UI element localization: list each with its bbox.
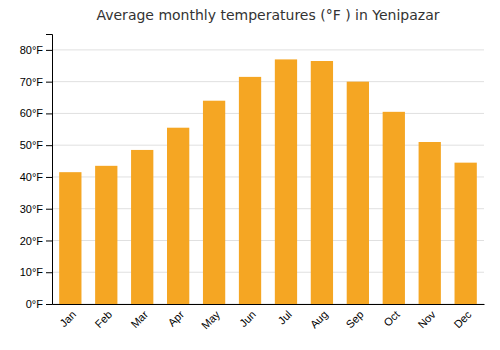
x-tick-label: Jul [276, 308, 294, 326]
x-tick-label: Dec [451, 308, 474, 331]
y-tick-mark [46, 272, 52, 273]
y-tick: 10°F [20, 266, 52, 278]
grid-line [52, 81, 484, 82]
x-tick: Apr [166, 304, 187, 329]
x-tick-label: Mar [128, 308, 150, 330]
bar [455, 163, 477, 304]
x-tick: Jun [237, 304, 258, 329]
y-tick: 30°F [20, 203, 52, 215]
x-tick-label: Oct [381, 308, 402, 329]
x-tick: Jul [276, 304, 294, 327]
bar [383, 112, 405, 304]
grid [52, 50, 484, 304]
x-tick: Feb [92, 304, 114, 330]
bar [131, 150, 153, 304]
y-tick-mark [46, 50, 52, 51]
y-tick-mark [46, 82, 52, 83]
plot: Jan Feb Mar Apr May Jun Jul Aug Sep Oct Nov Dec 0°F 1… [20, 35, 485, 332]
y-tick-mark [46, 240, 52, 241]
y-tick-mark [46, 209, 52, 210]
title: Average monthly temperatures (°F ) in Ye… [96, 7, 439, 23]
y-tick-mark [46, 177, 52, 178]
y-axis-line [46, 35, 53, 305]
x-tick-label: Aug [308, 308, 330, 330]
bar [311, 61, 333, 304]
x-tick: Oct [381, 304, 402, 329]
y-tick: 50°F [20, 139, 52, 151]
x-tick: Mar [128, 304, 150, 330]
y-tick-mark [46, 113, 52, 114]
y-tick: 20°F [20, 234, 52, 246]
bar [95, 166, 117, 304]
y-tick-label: 80°F [20, 44, 44, 56]
y-tick-label: 30°F [20, 203, 44, 215]
x-tick-label: Jun [237, 308, 258, 329]
bar [239, 77, 261, 304]
grid-line [52, 113, 484, 114]
x-tick-label: Sep [344, 308, 366, 330]
y-tick: 0°F [26, 298, 52, 310]
x-tick-label: Nov [415, 308, 438, 331]
y-tick: 80°F [20, 44, 52, 56]
bar [419, 142, 441, 304]
y-tick-label: 60°F [20, 107, 44, 119]
y-tick: 40°F [20, 171, 52, 183]
chart: Jan Feb Mar Apr May Jun Jul Aug Sep Oct Nov Dec 0°F 1… [0, 0, 500, 350]
x-tick: Dec [451, 304, 474, 330]
y-tick-mark [46, 304, 52, 305]
x-tick: Sep [344, 304, 366, 331]
x-tick-label: Jan [57, 308, 78, 329]
grid-line [52, 49, 484, 50]
y-tick-label: 20°F [20, 234, 44, 246]
y-axis: 0°F 10°F 20°F 30°F 40°F 50°F 60°F 70°F 80°F [20, 35, 53, 311]
x-tick: Jan [57, 304, 78, 329]
x-tick-label: May [199, 308, 223, 332]
y-tick-label: 40°F [20, 171, 44, 183]
y-tick-mark [46, 145, 52, 146]
x-tick: Aug [308, 304, 330, 331]
x-tick: Nov [415, 304, 438, 330]
y-tick-label: 0°F [26, 298, 44, 310]
x-tick-label: Apr [166, 308, 187, 329]
bar [59, 172, 81, 304]
x-tick: May [199, 304, 223, 331]
bar [347, 82, 369, 304]
y-tick-label: 70°F [20, 76, 44, 88]
x-axis-line [53, 304, 485, 305]
y-tick-label: 50°F [20, 139, 44, 151]
x-tick-label: Feb [92, 308, 114, 330]
y-tick: 70°F [20, 76, 52, 88]
bars [59, 59, 477, 304]
y-tick: 60°F [20, 107, 52, 119]
bar [275, 59, 297, 304]
bar [203, 101, 225, 304]
bar [167, 128, 189, 304]
x-axis: Jan Feb Mar Apr May Jun Jul Aug Sep Oct Nov Dec [53, 304, 485, 331]
y-tick-label: 10°F [20, 266, 44, 278]
